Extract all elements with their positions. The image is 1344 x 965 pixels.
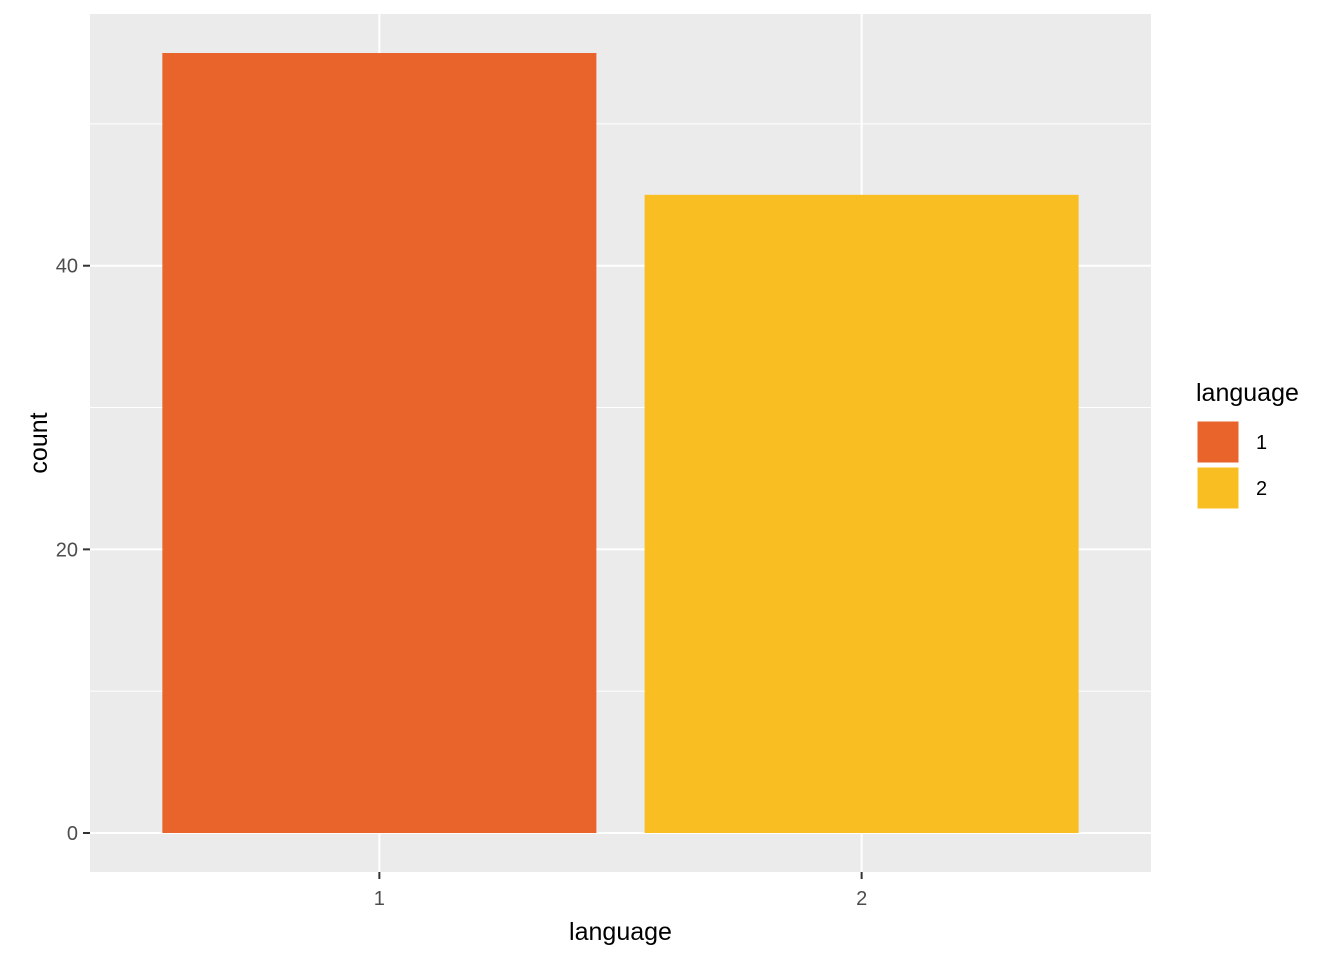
x-tick-label: 1	[374, 888, 385, 910]
legend-key-2	[1196, 466, 1240, 510]
legend: language 1 2	[1196, 379, 1299, 510]
legend-title: language	[1196, 379, 1299, 407]
x-tick-label: 2	[856, 888, 867, 910]
y-axis-title: count	[25, 412, 53, 473]
y-tick-label: 20	[56, 539, 78, 561]
bar-2	[644, 194, 1079, 833]
y-tick-label: 40	[56, 256, 78, 278]
legend-label-1: 1	[1256, 432, 1267, 454]
y-axis: 0 20 40	[56, 256, 90, 845]
bars	[162, 53, 1079, 833]
y-tick-label: 0	[67, 823, 78, 845]
bar-1	[162, 53, 597, 833]
legend-key-1	[1196, 420, 1240, 464]
x-axis-title: language	[569, 918, 672, 946]
legend-label-2: 2	[1256, 478, 1267, 500]
